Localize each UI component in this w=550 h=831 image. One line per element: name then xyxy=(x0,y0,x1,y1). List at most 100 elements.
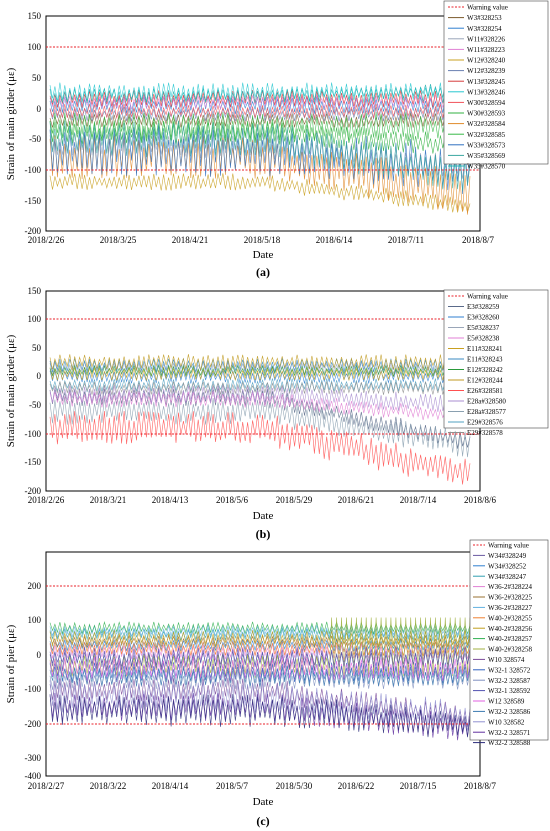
legend-entry: W11#328226 xyxy=(467,35,505,43)
panel-c-xtick: 2018/6/22 xyxy=(338,781,375,791)
series-line xyxy=(49,120,471,157)
series-line xyxy=(49,377,471,393)
panel-b-ytick: -200 xyxy=(25,486,42,496)
series-line xyxy=(49,656,471,682)
legend-entry: W32#328584 xyxy=(467,120,506,128)
legend-entry: Warning value xyxy=(467,293,508,301)
legend-entry: W30#328594 xyxy=(467,99,506,107)
panel-b-ylabel: Strain of main girder (με) xyxy=(5,334,17,447)
panel-c-ytick: -200 xyxy=(25,719,42,729)
panel-a-ylabel: Strain of main girder (με) xyxy=(5,67,17,180)
panel-c-xtick: 2018/2/27 xyxy=(28,781,65,791)
panel-a-caption: (a) xyxy=(256,265,270,279)
legend-entry: W32-1 328592 xyxy=(488,687,531,695)
legend-entry: E11#328243 xyxy=(467,356,503,364)
legend-entry: W40-2#328256 xyxy=(488,625,532,633)
panel-b-xtick: 2018/5/29 xyxy=(276,495,313,505)
legend-entry: W34#328249 xyxy=(488,552,527,560)
series-line xyxy=(49,106,471,122)
legend-entry: W32-2 328586 xyxy=(488,708,531,716)
panel-b-xtick: 2018/3/21 xyxy=(90,495,127,505)
panel-a-xticks: 2018/2/26 2018/3/25 2018/4/21 2018/5/18 … xyxy=(28,235,495,245)
panel-a-ytick: -100 xyxy=(25,165,42,175)
panel-a-ytick: 100 xyxy=(28,42,42,52)
panel-a-ytick: 150 xyxy=(28,11,42,21)
panel-a-ytick: 0 xyxy=(37,104,42,114)
series-line xyxy=(49,369,471,384)
legend-entry: W3#328253 xyxy=(467,14,502,22)
legend-entry: W36-2#328227 xyxy=(488,604,532,612)
legend-entry: W30#328593 xyxy=(467,110,506,118)
panel-b-xtick: 2018/8/6 xyxy=(464,495,497,505)
series-line xyxy=(49,96,471,114)
panel-c-xtick: 2018/5/7 xyxy=(216,781,249,791)
panel-a-xtick: 2018/4/21 xyxy=(172,235,209,245)
legend-entry: E12#328244 xyxy=(467,377,503,385)
legend-entry: W34#328252 xyxy=(488,562,527,570)
panel-c-legend: Warning value W34#328249 W34#328252 W34#328… xyxy=(469,539,549,747)
legend-entry: W36-2#328225 xyxy=(488,594,532,602)
panel-a-yticks: 150 100 50 0 -50 -100 -150 -200 xyxy=(25,11,42,236)
panel-c-legend-box xyxy=(469,539,549,741)
panel-c-ytick: -400 xyxy=(25,771,42,781)
legend-entry: E5#328238 xyxy=(467,335,500,343)
panel-c-xlabel: Date xyxy=(253,796,274,808)
panel-c-ytick: 200 xyxy=(28,581,42,591)
panel-c-series xyxy=(49,617,471,741)
panel-a-xtick: 2018/3/25 xyxy=(100,235,137,245)
legend-entry: W40-2#328255 xyxy=(488,614,532,622)
panel-b-legend: Warning value E3#328259 E3#328260 E5#328237… xyxy=(443,289,549,437)
panel-b-xtick: 2018/7/14 xyxy=(400,495,437,505)
series-line xyxy=(49,354,471,371)
series-line xyxy=(49,103,471,119)
panel-c-xticks: 2018/2/27 2018/3/22 2018/4/14 2018/5/7 2… xyxy=(28,781,497,791)
panel-c-ytick: -100 xyxy=(25,684,42,694)
panel-b-ytick: -100 xyxy=(25,429,42,439)
panel-b-series xyxy=(49,354,471,485)
panel-b-xlabel: Date xyxy=(253,510,274,522)
panel-b-xtick: 2018/2/26 xyxy=(28,495,65,505)
series-line xyxy=(49,135,471,215)
legend-entry: E3#328259 xyxy=(467,303,500,311)
series-line xyxy=(49,410,471,485)
series-line xyxy=(49,83,471,104)
series-line xyxy=(49,90,471,108)
series-line xyxy=(49,384,471,413)
legend-entry: W13#328245 xyxy=(467,78,506,86)
series-line xyxy=(49,113,471,129)
series-line xyxy=(49,621,471,636)
panel-c-ytick: 0 xyxy=(37,650,42,660)
panel-a: 150 100 50 0 -50 -100 -150 -200 2018/2/2… xyxy=(5,0,549,279)
panel-a-ytick: 50 xyxy=(32,73,42,83)
panel-b-xtick: 2018/5/6 xyxy=(216,495,249,505)
legend-entry: E3#328260 xyxy=(467,314,500,322)
panel-a-xtick: 2018/2/26 xyxy=(28,235,65,245)
legend-entry: W32-2 328587 xyxy=(488,677,531,685)
legend-entry: W34#328247 xyxy=(488,573,527,581)
legend-entry: W12#328240 xyxy=(467,57,506,65)
panel-c-xtick: 2018/3/22 xyxy=(90,781,127,791)
panel-b-ytick: 0 xyxy=(37,371,42,381)
series-line xyxy=(49,646,471,672)
panel-a-xlabel: Date xyxy=(253,249,274,261)
panel-c-xtick: 2018/4/14 xyxy=(152,781,189,791)
legend-entry: W32-1 328572 xyxy=(488,666,531,674)
panel-b-caption: (b) xyxy=(256,527,271,541)
panel-b-xtick: 2018/6/21 xyxy=(338,495,375,505)
panel-a-series xyxy=(49,82,471,215)
series-line xyxy=(49,391,471,423)
legend-entry: E11#328241 xyxy=(467,345,503,353)
panel-a-ytick: -150 xyxy=(25,196,42,206)
series-line xyxy=(49,643,471,661)
legend-entry: W32-2 328571 xyxy=(488,729,531,737)
panel-c-yticks: 200 100 0 -100 -200 -300 -400 xyxy=(25,581,42,781)
panel-a-xtick: 2018/6/14 xyxy=(316,235,353,245)
panel-b-ytick: 50 xyxy=(32,343,42,353)
panel-c-ylabel: Strain of pier (με) xyxy=(5,624,17,703)
panel-a-legend: Warning value W3#328253 W3#328254 W11#32822… xyxy=(443,0,549,171)
legend-entry: W36-2#328224 xyxy=(488,583,532,591)
panel-b-ytick: -50 xyxy=(29,400,41,410)
legend-entry: W40-2#328257 xyxy=(488,635,532,643)
legend-entry: W10 328574 xyxy=(488,656,525,664)
